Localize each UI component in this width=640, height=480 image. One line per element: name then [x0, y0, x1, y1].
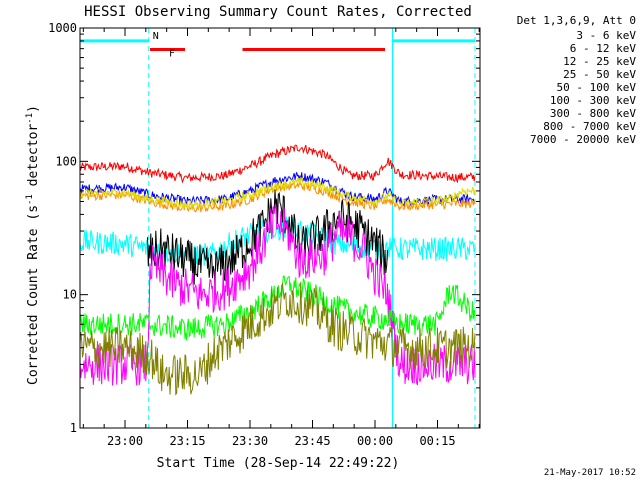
- legend-item-1: 6 - 12 keV: [570, 42, 637, 55]
- y-tick-label-0: 1: [70, 421, 77, 435]
- series-line-0: [80, 144, 476, 184]
- x-tick-label-2: 23:30: [232, 434, 268, 448]
- footer-timestamp: 21-May-2017 10:52: [544, 468, 636, 478]
- series-line-5: [147, 189, 388, 290]
- series-line-6: [80, 203, 476, 386]
- x-tick-label-3: 23:45: [294, 434, 330, 448]
- legend-item-7: 800 - 7000 keV: [543, 120, 636, 133]
- legend-title: Det 1,3,6,9, Att 0: [517, 14, 636, 27]
- x-tick-label-4: 00:00: [357, 434, 393, 448]
- x-tick-label-1: 23:15: [169, 434, 205, 448]
- legend-item-3: 25 - 50 keV: [563, 68, 636, 81]
- y-tick-label-3: 1000: [48, 21, 77, 35]
- series-line-7: [80, 275, 476, 341]
- plot-frame: [79, 27, 481, 429]
- y-axis-label: Corrected Count Rate (s-1 detector-1): [25, 105, 41, 385]
- series-line-1: [80, 172, 476, 207]
- chart-title: HESSI Observing Summary Count Rates, Cor…: [84, 4, 472, 20]
- x-tick-label-0: 23:00: [107, 434, 143, 448]
- legend-item-8: 7000 - 20000 keV: [530, 133, 636, 146]
- legend-item-5: 100 - 300 keV: [550, 94, 636, 107]
- x-tick-label-5: 00:15: [419, 434, 455, 448]
- flag-label-1: F: [169, 48, 175, 59]
- x-axis-label: Start Time (28-Sep-14 22:49:22): [157, 456, 400, 471]
- series-line-8: [80, 281, 476, 396]
- flag-label-0: N: [153, 31, 159, 42]
- legend-item-6: 300 - 800 keV: [550, 107, 636, 120]
- legend-item-2: 12 - 25 keV: [563, 55, 636, 68]
- legend-item-0: 3 - 6 keV: [576, 29, 636, 42]
- y-tick-label-1: 10: [63, 288, 77, 302]
- legend-item-4: 50 - 100 keV: [557, 81, 637, 94]
- series-line-3: [80, 176, 476, 210]
- y-tick-label-2: 100: [55, 154, 77, 168]
